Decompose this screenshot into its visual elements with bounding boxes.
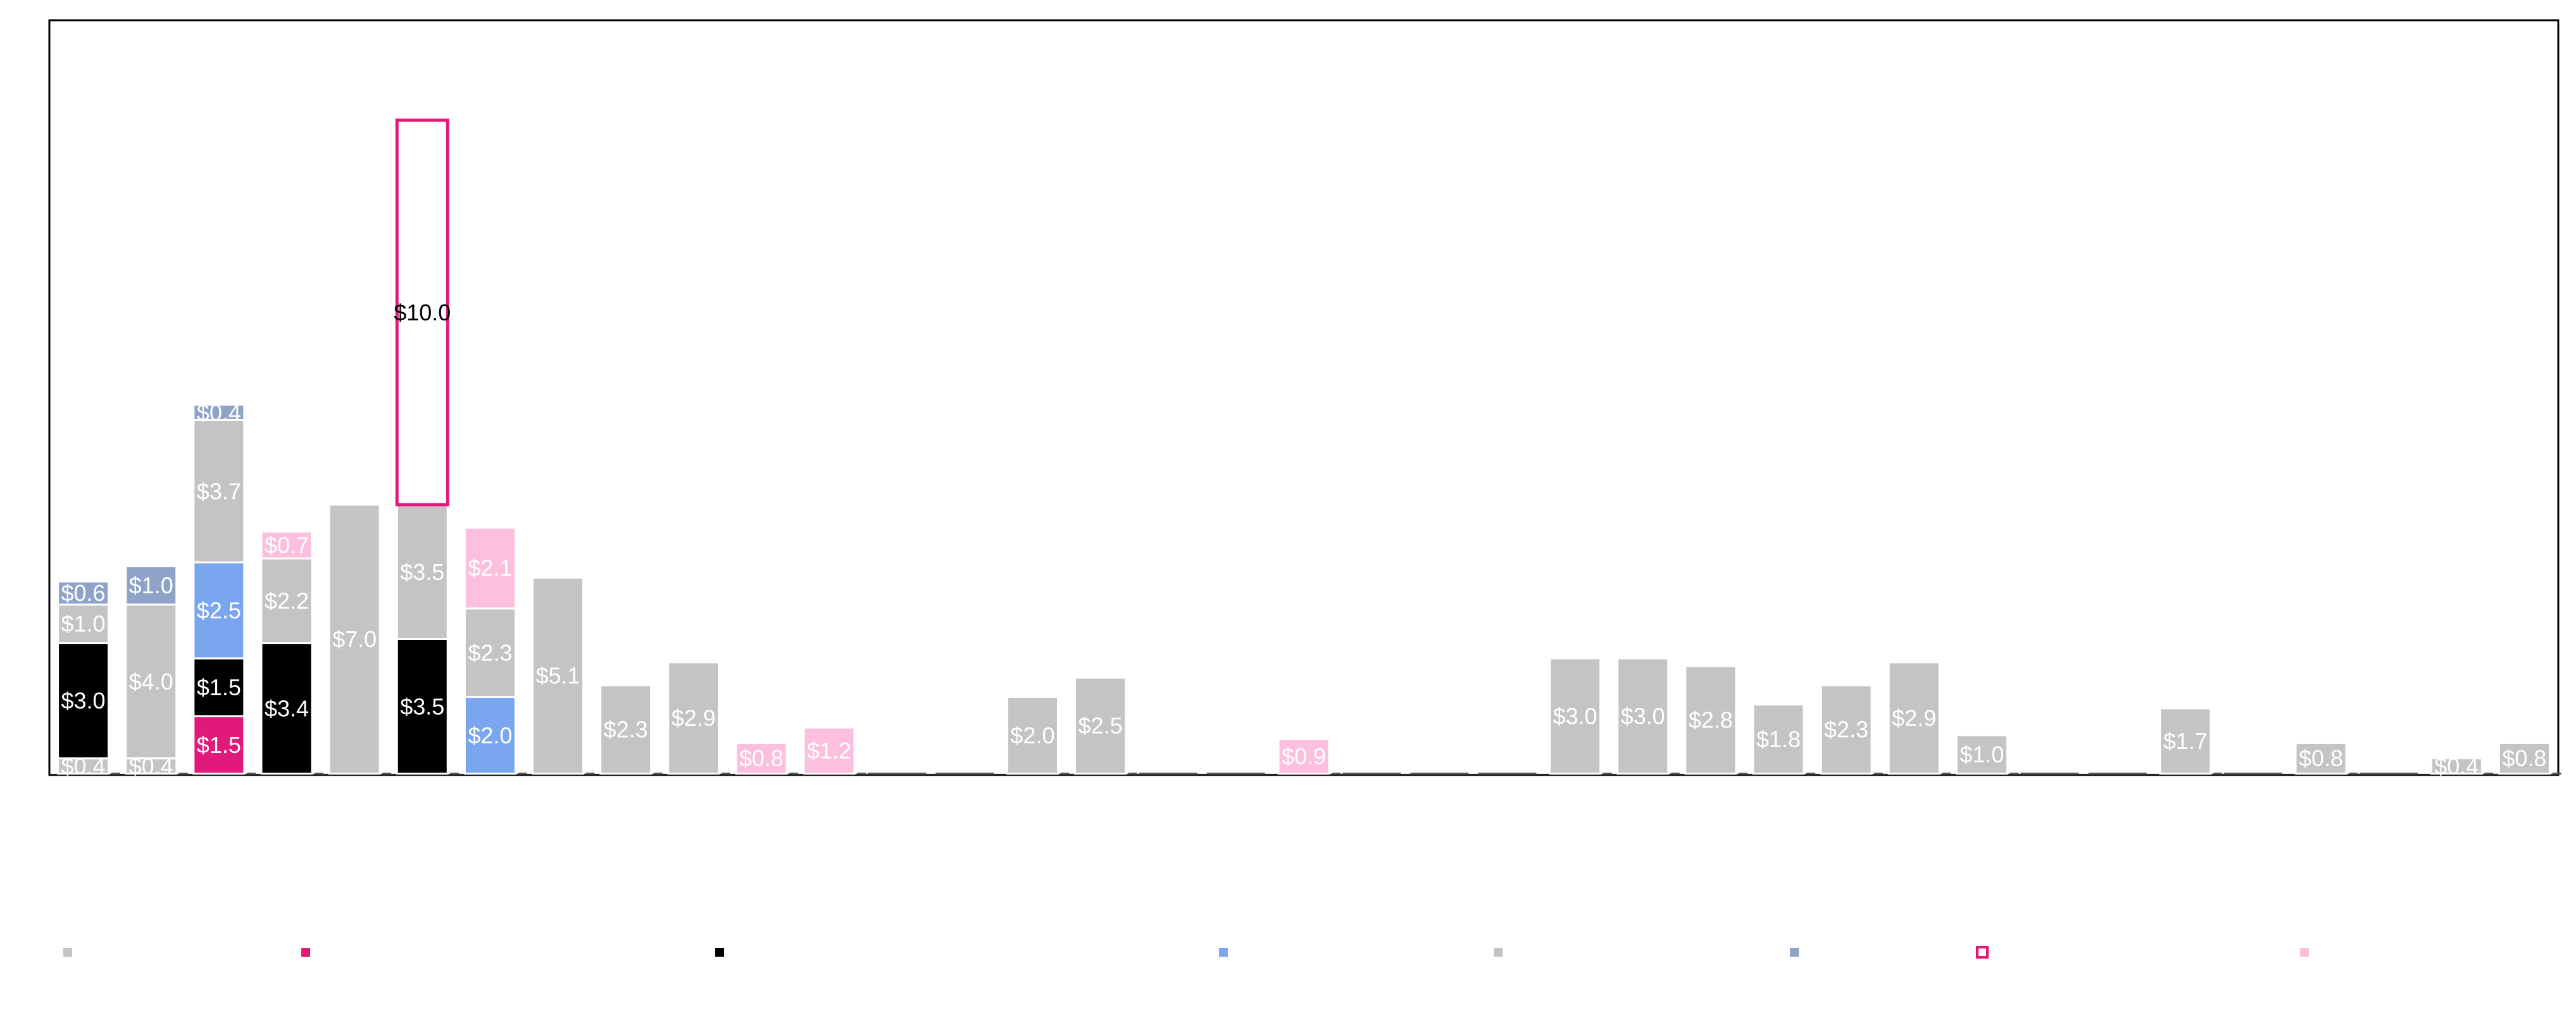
bar-value-label: $3.0 xyxy=(61,688,106,714)
bar-value-label: $0.4 xyxy=(197,400,241,425)
bar-segment xyxy=(463,526,516,610)
bar-value-label: $0.6 xyxy=(61,580,106,606)
bar-value-label: $3.4 xyxy=(265,695,309,721)
bar-value-label: $2.1 xyxy=(468,555,512,581)
bar-segment xyxy=(1006,696,1059,775)
bar-segment xyxy=(1887,661,1941,775)
bar-segment xyxy=(1752,703,1805,775)
bar-segment xyxy=(463,607,516,698)
bar-segment xyxy=(57,603,110,645)
bar-value-label: $3.5 xyxy=(400,559,444,585)
bar-value-label: $1.8 xyxy=(1756,726,1801,752)
bar-segment xyxy=(57,580,110,606)
legend-swatch xyxy=(301,948,310,957)
bar-segment xyxy=(1074,676,1127,775)
bar-segment xyxy=(125,565,178,606)
bar-segment xyxy=(2294,741,2348,775)
bar-value-label: $1.7 xyxy=(2163,728,2208,754)
bar-segment xyxy=(395,118,449,507)
bar-value-label: $1.2 xyxy=(807,738,851,764)
bar-value-label: $3.5 xyxy=(400,693,444,719)
plot-frame xyxy=(48,19,2560,776)
bar-value-label: $2.9 xyxy=(1892,705,1936,731)
bar-value-label: $7.0 xyxy=(332,626,377,652)
bar-segment xyxy=(1820,684,1873,775)
bar-segment xyxy=(125,603,178,760)
legend-swatch xyxy=(1219,948,1228,957)
bar-segment xyxy=(1684,665,1737,775)
bar-value-label: $1.0 xyxy=(129,572,173,598)
bar-segment xyxy=(735,741,788,775)
bar-segment xyxy=(1955,734,2008,775)
bar-segment xyxy=(328,503,381,775)
bar-value-label: $0.9 xyxy=(1282,743,1326,769)
bar-value-label: $1.0 xyxy=(1960,741,2004,767)
bar-value-label: $2.5 xyxy=(1079,713,1123,739)
bar-segment xyxy=(1616,657,1670,775)
bar-value-label: $10.0 xyxy=(394,299,451,325)
legend-swatch xyxy=(63,948,72,957)
bar-segment xyxy=(192,403,246,421)
bar-value-label: $2.5 xyxy=(197,597,241,623)
bar-segment xyxy=(1549,657,1602,775)
legend-swatch xyxy=(2300,948,2309,957)
bar-segment xyxy=(260,557,313,645)
bar-value-label: $2.2 xyxy=(265,588,309,614)
bar-value-label: $0.7 xyxy=(265,532,309,558)
bars-group: $0.4 $3.0 $1.0 $0.6 $0.4 $4.0 $1.0 $1.5 $1.5 $2.5… xyxy=(57,118,2561,779)
bar-segment xyxy=(192,419,246,564)
legend-swatch xyxy=(1790,948,1799,957)
bar-segment xyxy=(463,696,516,775)
legend-swatch xyxy=(1494,948,1503,957)
bar-segment xyxy=(667,661,720,775)
bar-value-label: $0.4 xyxy=(2434,753,2479,779)
bar-value-label: $2.0 xyxy=(468,722,512,748)
bar-value-label: $2.0 xyxy=(1010,722,1054,748)
bar-value-label: $1.0 xyxy=(61,611,106,637)
legend xyxy=(0,937,2576,975)
bar-value-label: $3.7 xyxy=(197,478,241,504)
bar-value-label: $1.5 xyxy=(197,674,241,700)
legend-swatch xyxy=(1976,946,1989,959)
bar-segment xyxy=(599,684,653,775)
bar-segment xyxy=(260,531,313,560)
bar-value-label: $0.8 xyxy=(739,745,784,771)
bar-segment xyxy=(396,503,449,640)
bar-segment xyxy=(2430,757,2483,775)
bar-value-label: $3.0 xyxy=(1621,703,1665,729)
bar-value-label: $0.8 xyxy=(2502,745,2546,771)
legend-swatch xyxy=(715,948,724,957)
bar-value-label: $2.3 xyxy=(604,717,648,743)
bar-segment xyxy=(396,638,449,775)
bar-value-label: $1.5 xyxy=(197,732,241,758)
bar-value-label: $0.8 xyxy=(2299,745,2343,771)
bar-segment xyxy=(192,715,246,775)
bar-segment xyxy=(532,576,585,775)
bar-segment xyxy=(1277,738,1330,775)
bar-segment xyxy=(2498,741,2551,775)
bar-value-label: $2.3 xyxy=(1824,717,1868,743)
bar-segment xyxy=(803,726,856,775)
bar-value-label: $2.8 xyxy=(1689,707,1733,733)
bar-segment xyxy=(192,657,246,717)
bar-value-label: $5.1 xyxy=(535,663,580,689)
bar-segment xyxy=(260,642,313,775)
bar-value-label: $2.9 xyxy=(672,705,716,731)
bar-value-label: $2.3 xyxy=(468,640,512,665)
bar-value-label: $4.0 xyxy=(129,669,173,695)
bar-value-label: $3.0 xyxy=(1553,703,1597,729)
bar-segment xyxy=(2159,707,2212,775)
